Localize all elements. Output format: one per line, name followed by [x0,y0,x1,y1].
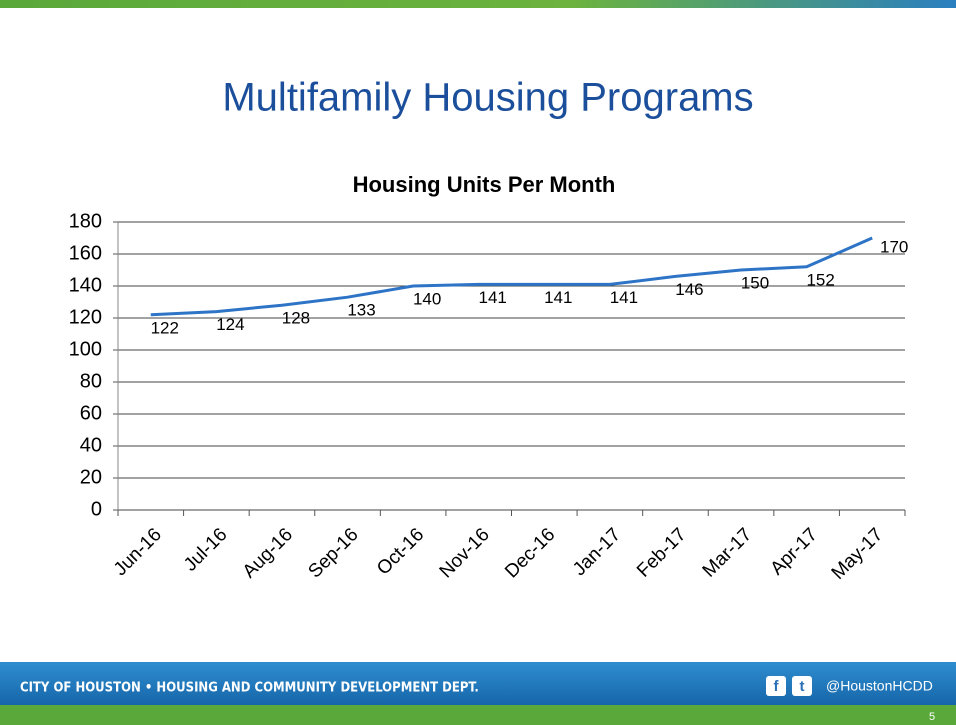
y-tick-label: 0 [91,498,102,520]
data-label: 170 [880,237,908,256]
footer-text: CITY OF HOUSTON • HOUSING AND COMMUNITY … [20,681,479,696]
twitter-icon [792,676,812,696]
page-number: 5 [929,711,935,723]
footer-strip [0,705,956,725]
handle: @HoustonHCDD [826,678,933,694]
y-tick-label: 120 [69,306,102,328]
chart-title: Housing Units Per Month [353,172,616,197]
data-label: 140 [413,289,441,308]
data-label: 141 [544,288,572,307]
slide-title: Multifamily Housing Programs [222,76,753,120]
facebook-icon [766,676,786,696]
y-tick-label: 60 [80,402,102,424]
y-tick-label: 180 [69,210,102,232]
data-label: 141 [610,288,638,307]
y-tick-label: 80 [80,370,102,392]
facebook-letter: f [774,678,780,695]
y-tick-label: 40 [80,434,102,456]
y-tick-label: 140 [69,274,102,296]
data-label: 152 [806,270,834,289]
data-label: 146 [675,280,703,299]
data-label: 133 [347,301,375,320]
y-tick-label: 20 [80,466,102,488]
top-bar [0,0,956,8]
twitter-letter: t [800,678,805,695]
data-label: 122 [151,318,179,337]
data-label: 128 [282,309,310,328]
data-label: 141 [479,288,507,307]
y-tick-label: 160 [69,242,102,264]
data-label: 150 [741,273,769,292]
y-tick-label: 100 [69,338,102,360]
line [150,236,873,317]
data-label: 124 [216,315,244,334]
